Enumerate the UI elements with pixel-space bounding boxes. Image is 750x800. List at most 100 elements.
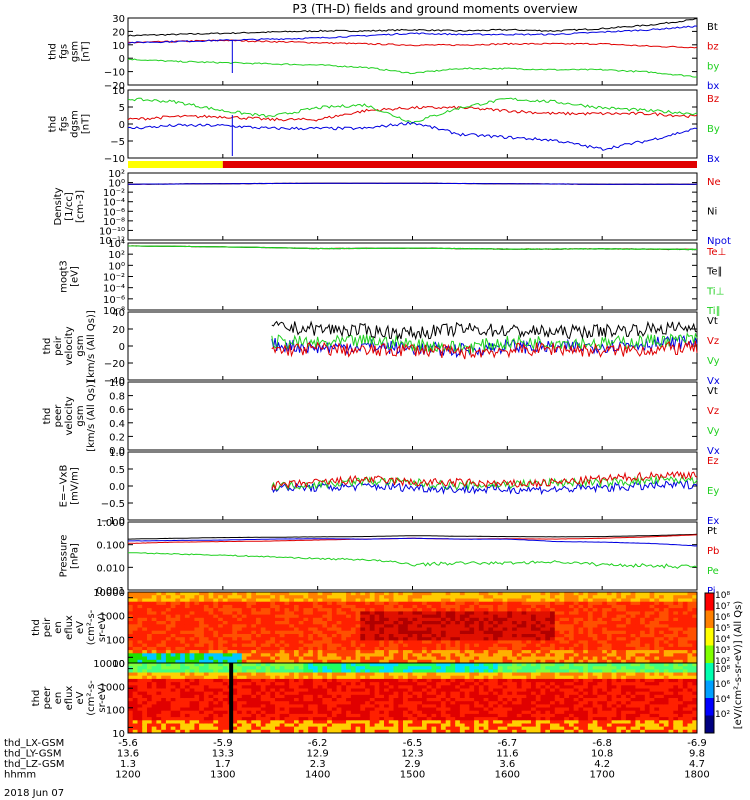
spectrogram-cell [350,698,357,702]
spectrogram-cell [426,678,432,683]
spectrogram-cell [663,637,669,641]
spectrogram-cell [403,729,409,734]
spectrogram-cell [455,672,461,677]
spectrogram-cell [583,653,589,657]
spectrogram-cell [611,627,617,632]
spectrogram-cell [365,627,371,632]
spectrogram-cell [175,694,181,699]
spectrogram-cell [469,701,475,705]
spectrogram-cell [265,634,271,638]
spectrogram-cell [203,604,210,609]
spectrogram-cell [493,688,499,693]
spectrogram-cell [365,659,371,664]
spectrogram-cell [469,729,475,734]
spectrogram-cell [635,627,641,632]
spectrogram-cell [545,634,551,638]
spectrogram-cell [222,672,228,677]
spectrogram-cell [270,640,276,645]
spectrogram-cell [550,630,556,635]
y-tick-label: 0.010 [96,563,125,574]
spectrogram-cell [564,653,570,657]
spectrogram-cell [436,720,442,724]
spectrogram-cell [289,611,295,616]
spectrogram-cell [284,611,290,616]
spectrogram-cell [265,611,271,616]
spectrogram-cell [199,713,205,718]
spectrogram-cell [317,701,323,705]
spectrogram-cell [445,678,451,683]
spectrogram-cell [678,611,684,616]
spectrogram-cell [673,634,679,638]
spectrogram-cell [403,717,409,721]
spectrogram-cell [355,614,361,619]
y-axis-label: [km/s (All Qs)] [86,310,97,382]
spectrogram-cell [554,726,560,731]
spectrogram-cell [184,685,191,689]
spectrogram-cell [545,611,551,616]
spectrogram-cell [260,656,266,661]
spectrogram-cell [440,704,447,709]
spectrogram-cell [298,669,304,674]
spectrogram-cell [142,653,148,657]
spectrogram-cell [531,682,537,686]
spectrogram-cell [341,617,347,622]
spectrogram-cell [270,630,276,635]
spectrogram-cell [208,659,214,664]
spectrogram-cell [294,604,300,609]
spectrogram-cell [483,627,489,632]
spectrogram-cell [426,650,432,654]
spectrogram-cell [569,611,575,616]
spectrogram-cell [256,704,262,709]
spectrogram-cell [625,608,632,612]
spectrogram-cell [227,627,233,632]
spectrogram-cell [493,717,499,721]
spectrogram-cell [535,640,541,645]
spectrogram-cell [275,685,281,689]
spectrogram-cell [422,634,428,638]
spectrogram-cell [241,634,247,638]
spectrogram-cell [611,646,617,651]
spectrogram-cell [175,627,181,632]
spectrogram-cell [170,646,176,651]
spectrogram-cell [497,691,503,696]
spectrogram-cell [450,604,456,609]
spectrogram-cell [407,685,413,689]
spectrogram-cell [312,653,319,657]
spectrogram-cell [355,710,361,715]
spectrogram-cell [336,627,342,632]
spectrogram-cell [175,592,181,596]
spectrogram-cell [360,726,366,731]
spectrogram-cell [270,659,276,664]
spectrogram-cell [668,659,674,664]
spectrogram-cell [237,726,243,731]
y-axis-label: velocity [64,396,75,435]
spectrogram-cell [388,621,394,625]
spectrogram-cell [478,707,485,712]
spectrogram-cell [369,688,375,693]
spectrogram-cell [388,601,394,606]
spectrogram-cell [270,710,276,715]
spectrogram-cell [294,621,300,625]
spectrogram-cell [151,707,157,712]
spectrogram-cell [644,611,650,616]
spectrogram-cell [587,634,594,638]
spectrogram-cell [251,595,257,599]
spectrogram-cell [474,701,480,705]
spectrogram-cell [611,650,617,654]
spectrogram-cell [440,621,447,625]
spectrogram-cell [478,678,485,683]
spectrogram-cell [294,704,300,709]
y-tick-label: −5 [110,137,125,148]
spectrogram-cell [426,685,432,689]
spectrogram-cell [464,614,470,619]
spectrogram-cell [673,637,679,641]
spectrogram-cell [322,604,328,609]
spectrogram-cell [241,624,247,628]
spectrogram-cell [431,701,437,705]
spectrogram-cell [535,688,541,693]
spectrogram-cell [502,637,508,641]
spectrogram-cell [180,723,186,728]
spectrogram-cell [147,617,153,622]
spectrogram-cell [199,595,205,599]
spectrogram-cell [450,707,456,712]
